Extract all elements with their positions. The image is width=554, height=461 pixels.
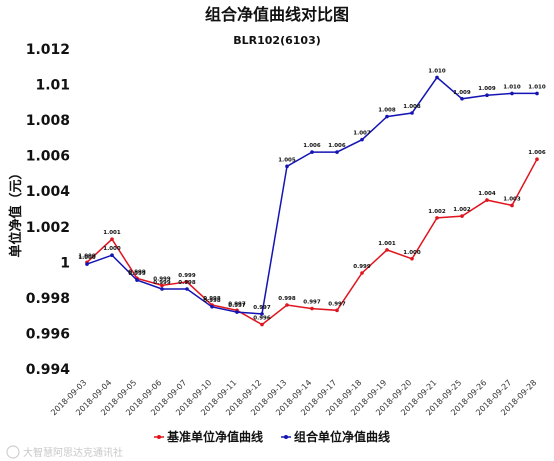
- data-label: 0.999: [353, 264, 371, 270]
- data-point: [485, 198, 489, 202]
- legend-label-1: 基准单位净值曲线: [166, 429, 263, 444]
- data-label: 0.997: [228, 303, 246, 309]
- data-label: 0.999: [153, 280, 171, 286]
- data-point: [360, 137, 364, 142]
- chart-subtitle: BLR102(6103): [233, 34, 321, 47]
- legend-marker-1: [157, 435, 161, 439]
- data-label: 1.010: [428, 68, 446, 74]
- y-tick-label: 0.994: [26, 362, 71, 378]
- data-point: [260, 322, 264, 327]
- data-label: 1.000: [78, 255, 96, 261]
- data-label: 0.998: [203, 298, 221, 304]
- data-label: 0.998: [278, 296, 296, 302]
- data-label: 0.997: [303, 300, 321, 306]
- data-label: 1.010: [528, 84, 546, 90]
- data-label: 0.999: [128, 269, 146, 275]
- data-point: [285, 303, 289, 307]
- watermark: 大智慧阿思达克通讯社: [6, 445, 123, 459]
- data-label: 1.008: [403, 104, 421, 110]
- data-point: [360, 271, 364, 275]
- data-point: [385, 114, 389, 119]
- data-label: 0.997: [328, 301, 346, 307]
- x-axis: 2018-09-032018-09-042018-09-052018-09-06…: [49, 378, 538, 417]
- data-point: [260, 312, 264, 316]
- data-point: [110, 237, 114, 242]
- y-axis: 0.994 0.996 0.998 1 1.002 1.004 1.006 1.008 1.01…: [26, 42, 71, 378]
- data-label: 0.999: [153, 276, 171, 282]
- data-point: [510, 203, 514, 208]
- data-label: 1.008: [378, 108, 396, 114]
- data-point: [160, 283, 164, 288]
- legend-label-2: 组合单位净值曲线: [294, 429, 390, 444]
- data-point: [235, 310, 239, 314]
- data-point: [185, 287, 189, 291]
- data-point: [210, 304, 214, 309]
- data-point: [285, 164, 289, 169]
- data-label: 0.996: [253, 316, 271, 322]
- data-label: 1.006: [303, 143, 321, 149]
- data-label: 0.997: [253, 305, 271, 311]
- data-label: 1.006: [328, 143, 346, 149]
- data-label: 0.998: [178, 280, 196, 286]
- data-label: 0.997: [228, 301, 246, 307]
- data-label: 0.998: [203, 296, 221, 302]
- y-axis-label: 单位净值（元）: [8, 166, 24, 257]
- data-point: [410, 256, 414, 261]
- data-point: [410, 111, 414, 115]
- data-label: 1.010: [503, 84, 521, 90]
- data-label: 1.000: [403, 250, 421, 256]
- watermark-logo-icon: [6, 445, 20, 459]
- y-tick-label: 1: [60, 255, 70, 271]
- data-label: 1.001: [378, 241, 396, 247]
- y-tick-label: 1.006: [26, 149, 70, 165]
- watermark-text: 大智慧阿思达克通讯社: [23, 446, 123, 459]
- data-label: 1.009: [453, 90, 471, 96]
- data-point: [310, 306, 314, 311]
- data-point: [335, 308, 339, 313]
- data-point: [185, 280, 189, 284]
- y-tick-label: 1.012: [26, 42, 70, 58]
- y-tick-label: 0.996: [26, 326, 70, 342]
- data-point: [535, 157, 539, 162]
- series-lines: [85, 75, 539, 327]
- data-point: [160, 287, 164, 291]
- data-point: [535, 91, 539, 96]
- data-point: [135, 278, 139, 282]
- data-label: 0.999: [178, 273, 196, 279]
- data-point: [460, 96, 464, 101]
- data-point: [85, 262, 89, 266]
- data-label: 1.000: [103, 246, 121, 252]
- y-tick-label: 1.002: [26, 220, 70, 236]
- legend-marker-2: [284, 435, 288, 439]
- legend: 基准单位净值曲线 组合单位净值曲线: [154, 429, 390, 444]
- y-tick-label: 1.008: [26, 113, 70, 129]
- data-point: [385, 248, 389, 252]
- data-labels: 1.0001.0010.9990.9990.9990.9980.9970.996…: [78, 68, 546, 321]
- data-label: 1.004: [478, 191, 496, 197]
- data-label: 1.002: [428, 209, 446, 215]
- data-point: [435, 75, 439, 80]
- data-point: [460, 214, 464, 218]
- data-point: [310, 150, 314, 154]
- data-point: [335, 150, 339, 154]
- data-label: 1.001: [103, 230, 121, 236]
- data-point: [110, 253, 114, 258]
- data-label: 1.005: [278, 157, 296, 163]
- data-point: [510, 91, 514, 96]
- data-point: [485, 93, 489, 98]
- data-label: 0.999: [128, 271, 146, 277]
- data-point: [435, 216, 439, 220]
- data-label: 1.007: [353, 131, 371, 137]
- data-label: 1.009: [478, 86, 496, 92]
- y-tick-label: 0.998: [26, 291, 70, 307]
- data-label: 1.002: [453, 207, 471, 213]
- data-label: 1.000: [78, 253, 96, 259]
- data-label: 1.006: [528, 150, 546, 156]
- chart-title: 组合净值曲线对比图: [205, 5, 349, 24]
- y-tick-label: 1.004: [26, 184, 71, 200]
- data-label: 1.003: [503, 196, 521, 202]
- y-tick-label: 1.01: [35, 78, 70, 94]
